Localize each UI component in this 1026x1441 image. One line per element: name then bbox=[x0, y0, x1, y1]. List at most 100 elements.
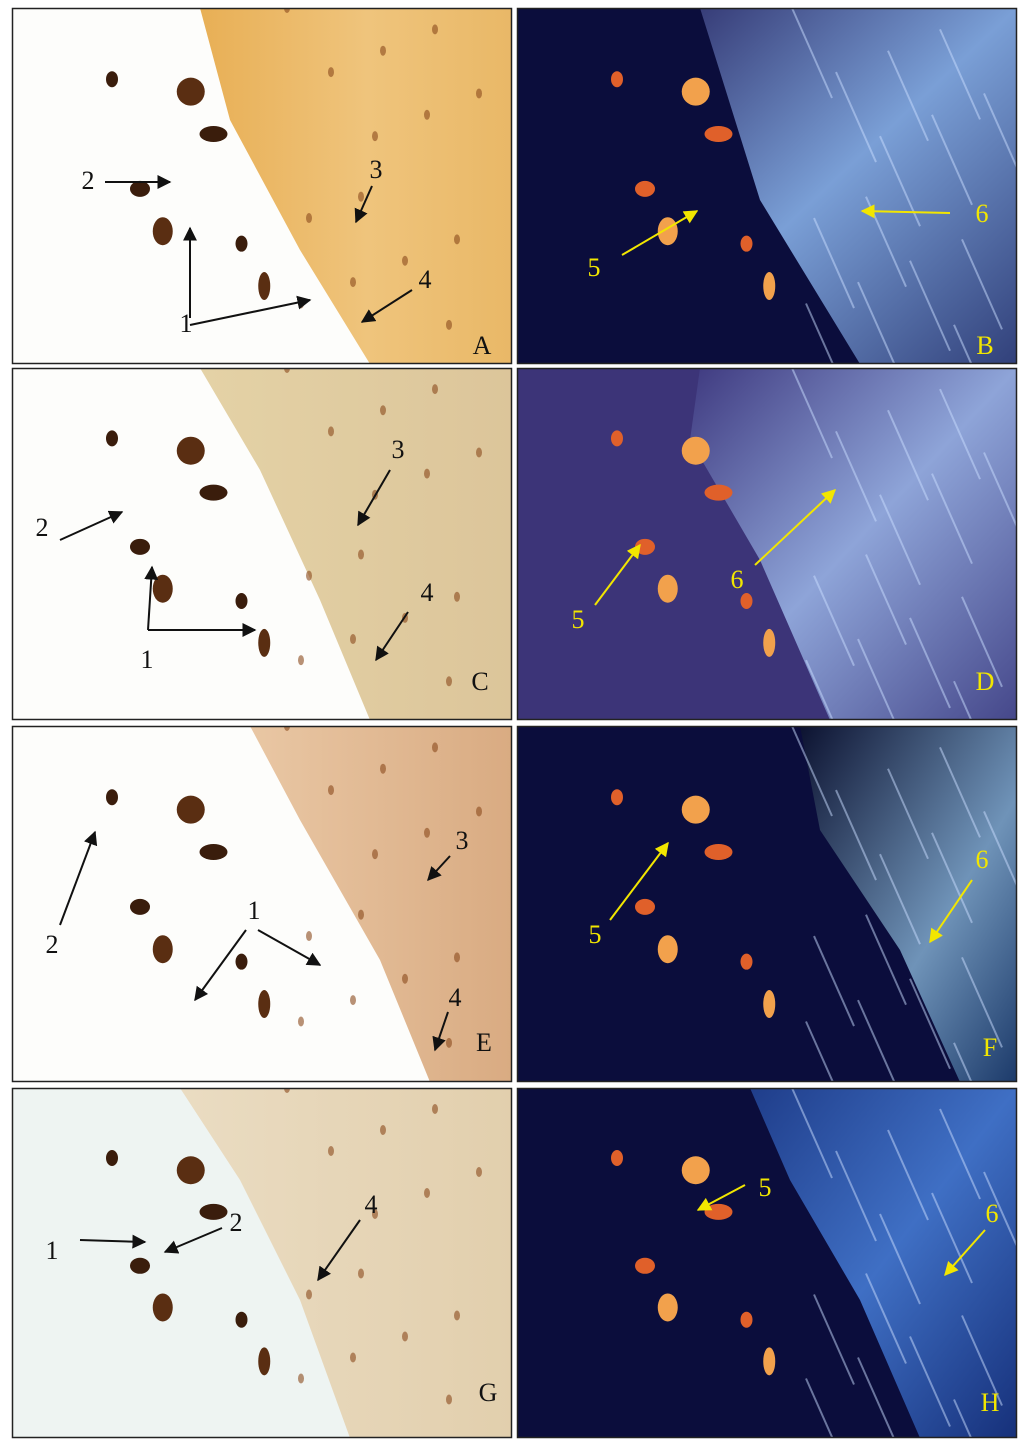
cell bbox=[446, 1038, 452, 1048]
deposit bbox=[130, 539, 150, 555]
deposit bbox=[763, 1347, 775, 1375]
cell bbox=[358, 550, 364, 560]
cell bbox=[454, 234, 460, 244]
deposit bbox=[153, 217, 173, 245]
figure: 2341A56B3241C56D2134E56F124G56H bbox=[0, 0, 1026, 1441]
cell bbox=[432, 24, 438, 34]
cell bbox=[402, 1332, 408, 1342]
cell bbox=[432, 384, 438, 394]
annotation-label: 6 bbox=[976, 845, 989, 874]
cell bbox=[380, 764, 386, 774]
cell bbox=[424, 1188, 430, 1198]
annotation-label: 5 bbox=[589, 920, 602, 949]
deposit bbox=[705, 126, 733, 142]
deposit bbox=[200, 485, 228, 501]
cell bbox=[298, 1016, 304, 1026]
panel-label: F bbox=[983, 1033, 997, 1062]
annotation-label: 1 bbox=[141, 645, 154, 674]
cell bbox=[380, 1125, 386, 1135]
deposit bbox=[658, 935, 678, 963]
cell bbox=[424, 469, 430, 479]
cell bbox=[328, 1146, 334, 1156]
deposit bbox=[106, 430, 118, 446]
cell bbox=[358, 1269, 364, 1279]
cell bbox=[306, 1290, 312, 1300]
deposit bbox=[611, 789, 623, 805]
deposit bbox=[611, 1150, 623, 1166]
deposit bbox=[130, 1258, 150, 1274]
panel-label: G bbox=[479, 1378, 498, 1407]
cell bbox=[424, 110, 430, 120]
deposit bbox=[106, 1150, 118, 1166]
annotation-label: 1 bbox=[180, 309, 193, 338]
annotation-label: 6 bbox=[986, 1199, 999, 1228]
deposit bbox=[682, 78, 710, 106]
deposit bbox=[153, 1293, 173, 1321]
deposit bbox=[682, 437, 710, 465]
annotation-label: 5 bbox=[572, 605, 585, 634]
cell bbox=[476, 88, 482, 98]
cell bbox=[358, 910, 364, 920]
annotation-label: 3 bbox=[392, 435, 405, 464]
deposit bbox=[236, 1312, 248, 1328]
cell bbox=[380, 405, 386, 415]
panel-label: D bbox=[976, 667, 995, 696]
cell bbox=[328, 785, 334, 795]
deposit bbox=[682, 796, 710, 824]
deposit bbox=[635, 899, 655, 915]
cell bbox=[402, 974, 408, 984]
cell bbox=[350, 634, 356, 644]
panel-label: C bbox=[471, 667, 488, 696]
panel bbox=[12, 721, 512, 1082]
cell bbox=[476, 447, 482, 457]
panel bbox=[517, 368, 1024, 771]
annotation-label: 3 bbox=[456, 826, 469, 855]
deposit bbox=[682, 1156, 710, 1184]
panel bbox=[517, 8, 1024, 415]
deposit bbox=[705, 844, 733, 860]
cell bbox=[306, 571, 312, 581]
deposit bbox=[130, 181, 150, 197]
cell bbox=[476, 1167, 482, 1177]
deposit bbox=[258, 1347, 270, 1375]
deposit bbox=[635, 181, 655, 197]
deposit bbox=[153, 575, 173, 603]
annotation-label: 4 bbox=[365, 1190, 378, 1219]
deposit bbox=[258, 272, 270, 300]
annotation-label: 1 bbox=[248, 896, 261, 925]
deposit bbox=[741, 593, 753, 609]
cell bbox=[454, 592, 460, 602]
panel bbox=[517, 1088, 1024, 1441]
cell bbox=[380, 46, 386, 56]
cell bbox=[350, 277, 356, 287]
cell bbox=[432, 742, 438, 752]
cell bbox=[298, 1374, 304, 1384]
deposit bbox=[177, 78, 205, 106]
cell bbox=[446, 676, 452, 686]
cell bbox=[328, 67, 334, 77]
deposit bbox=[106, 71, 118, 87]
deposit bbox=[763, 629, 775, 657]
annotation-label: 6 bbox=[731, 565, 744, 594]
cell bbox=[454, 1311, 460, 1321]
deposit bbox=[741, 954, 753, 970]
cell bbox=[358, 192, 364, 202]
panel-label: B bbox=[976, 331, 993, 360]
cell bbox=[432, 1104, 438, 1114]
deposit bbox=[153, 935, 173, 963]
deposit bbox=[763, 272, 775, 300]
annotation-label: 4 bbox=[419, 265, 432, 294]
cell bbox=[306, 931, 312, 941]
panel bbox=[12, 363, 512, 720]
deposit bbox=[258, 990, 270, 1018]
deposit bbox=[741, 236, 753, 252]
deposit bbox=[236, 236, 248, 252]
deposit bbox=[658, 575, 678, 603]
cell bbox=[476, 806, 482, 816]
deposit bbox=[705, 485, 733, 501]
cell bbox=[328, 426, 334, 436]
cell bbox=[424, 828, 430, 838]
cell bbox=[454, 952, 460, 962]
cell bbox=[350, 1353, 356, 1363]
cell bbox=[446, 1395, 452, 1405]
